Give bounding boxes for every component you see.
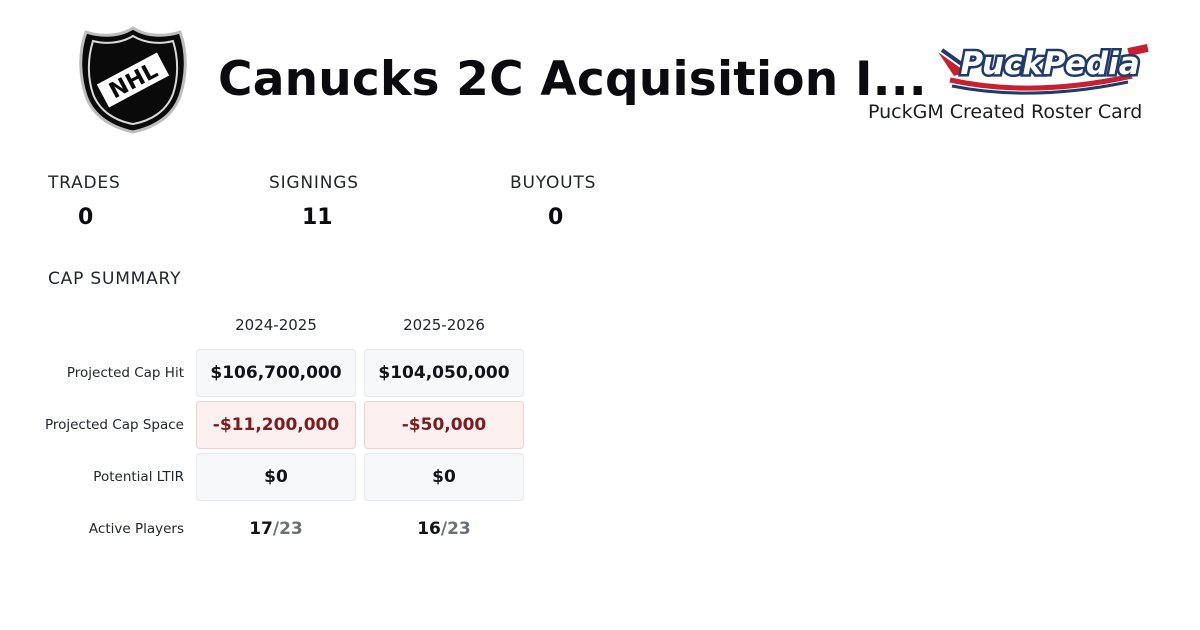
row-label-cap-space: Projected Cap Space [44, 417, 184, 433]
cap-space-cell: -$11,200,000 [196, 401, 356, 449]
cell-value: $0 [264, 467, 288, 487]
active-count: 16 [417, 519, 441, 539]
stat-buyouts: BUYOUTS 0 [510, 173, 640, 230]
stat-value: 11 [302, 205, 333, 230]
stat-trades: TRADES 0 [48, 173, 178, 230]
roster-max: /23 [440, 519, 471, 539]
stat-label: TRADES [48, 173, 121, 193]
cell-value: -$11,200,000 [212, 415, 340, 435]
cap-summary-title: CAP SUMMARY [48, 269, 182, 289]
cell-value: $106,700,000 [210, 363, 342, 383]
active-count: 17 [249, 519, 273, 539]
nhl-logo: NHL [76, 24, 190, 136]
cell-value: $104,050,000 [378, 363, 510, 383]
season-header: 2024-2025 [235, 316, 317, 334]
puckpedia-logo-text: PuckPedia [960, 46, 1139, 82]
row-label-active-players: Active Players [88, 521, 184, 537]
page-title: Canucks 2C Acquisition I... [218, 52, 927, 107]
row-label-cap-hit: Projected Cap Hit [66, 365, 184, 381]
roster-max: /23 [272, 519, 303, 539]
puckpedia-logo: PuckPedia [932, 36, 1154, 96]
stat-value: 0 [78, 205, 94, 230]
row-label-ltir: Potential LTIR [93, 469, 184, 485]
stat-label: BUYOUTS [510, 173, 597, 193]
active-players-cell: 17/23 [196, 505, 356, 553]
ltir-cell: $0 [364, 453, 524, 501]
cap-space-cell: -$50,000 [364, 401, 524, 449]
active-players-cell: 16/23 [364, 505, 524, 553]
cap-hit-cell: $106,700,000 [196, 349, 356, 397]
brand-caption: PuckGM Created Roster Card [868, 101, 1143, 123]
cell-value: $0 [432, 467, 456, 487]
stat-signings: SIGNINGS 11 [269, 173, 399, 230]
stat-label: SIGNINGS [269, 173, 359, 193]
stat-value: 0 [548, 205, 564, 230]
cap-hit-cell: $104,050,000 [364, 349, 524, 397]
season-header: 2025-2026 [403, 316, 485, 334]
cell-value: -$50,000 [401, 415, 487, 435]
ltir-cell: $0 [196, 453, 356, 501]
